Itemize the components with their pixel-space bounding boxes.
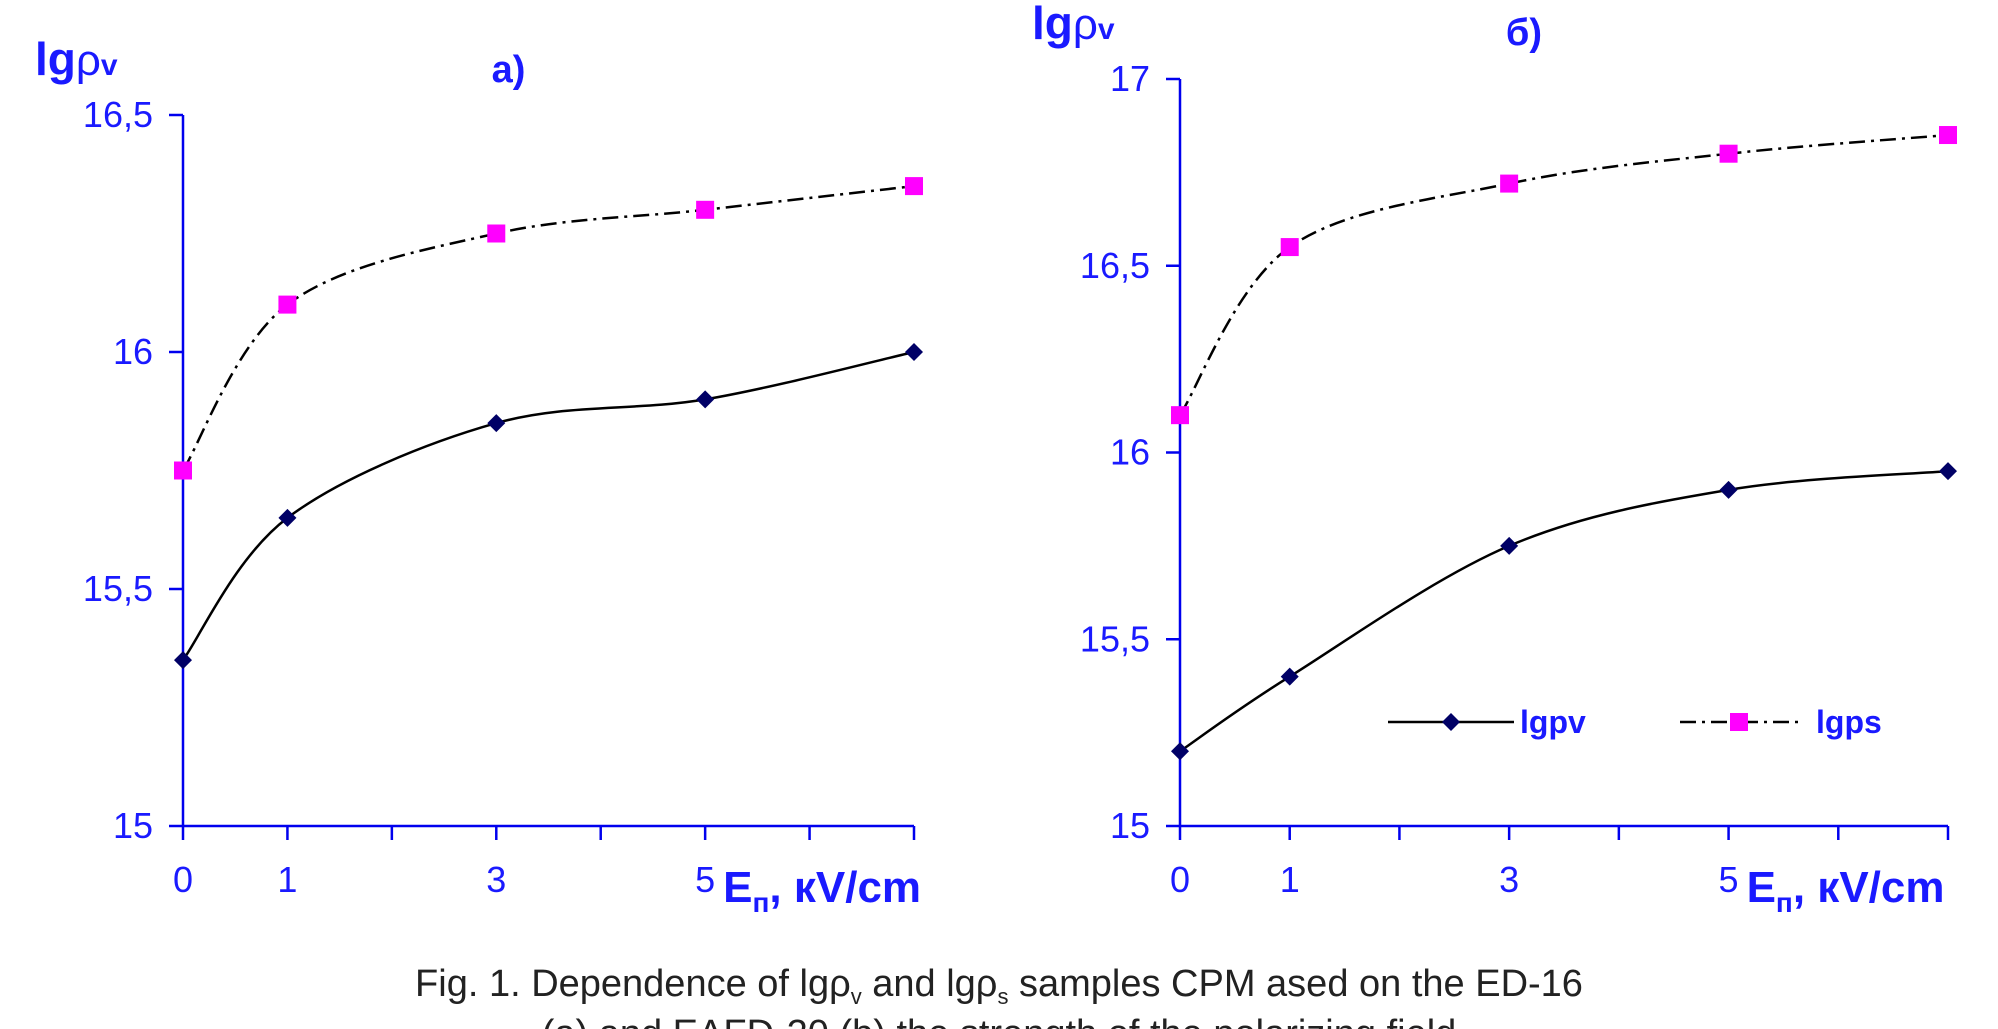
series-line-a-0: [181, 350, 915, 661]
data-point-a-1-4: [905, 177, 923, 196]
series-line-a-1: [181, 184, 915, 472]
data-point-b-1-4: [1939, 126, 1957, 145]
caption-line-2: (a) and EAFD-20 (b) the strength of the …: [542, 1013, 1457, 1029]
x-tick-label-a-2: 3: [486, 859, 506, 900]
data-point-a-0-4: [905, 343, 923, 361]
x-axis-label-a: Eп, кV/cm: [723, 863, 921, 918]
panel-label-a: а): [492, 49, 526, 91]
data-point-b-1-0: [1171, 406, 1189, 425]
data-point-a-1-2: [487, 224, 506, 243]
y-tick-label-a-2: 16: [113, 331, 153, 372]
data-point-b-0-4: [1939, 462, 1957, 481]
data-point-b-0-3: [1719, 480, 1738, 499]
y-tick-label-b-3: 16,5: [1080, 245, 1150, 286]
data-point-a-1-1: [278, 295, 297, 314]
x-axis-label-b: Eп, кV/cm: [1747, 863, 1945, 918]
data-point-b-1-2: [1500, 174, 1519, 193]
legend-label-s: lgps: [1816, 704, 1882, 740]
data-point-b-1-3: [1719, 144, 1738, 163]
data-point-b-0-1: [1280, 667, 1299, 686]
y-tick-label-b-2: 16: [1110, 432, 1150, 473]
y-axis-label-b: lgρv: [1032, 0, 1115, 49]
data-point-a-0-1: [278, 508, 297, 527]
figure-caption: Fig. 1. Dependence of lgρv and lgρs samp…: [415, 963, 1583, 1029]
data-point-a-0-2: [487, 414, 506, 433]
legend-marker-s: [1730, 713, 1748, 731]
data-point-a-0-0: [174, 651, 192, 670]
panel-label-b: б): [1506, 12, 1542, 54]
legend-label-v: lgpv: [1520, 704, 1586, 740]
legend-marker-v: [1442, 713, 1460, 731]
x-tick-label-a-3: 5: [695, 859, 715, 900]
x-tick-label-a-0: 0: [173, 859, 193, 900]
data-point-a-1-3: [696, 200, 715, 219]
chart-b: 15 15,5 16 16,5 17 0 1 3 5 lgρv б) Eп, кV/cm lgpv lgp…: [1032, 0, 1957, 918]
data-point-b-0-0: [1171, 742, 1189, 761]
x-tick-label-b-0: 0: [1170, 859, 1190, 900]
series-line-b-1: [1178, 133, 1949, 416]
x-tick-label-a-1: 1: [277, 859, 297, 900]
x-tick-label-b-1: 1: [1280, 859, 1300, 900]
data-point-a-1-0: [174, 461, 192, 480]
y-tick-label-a-0: 15: [113, 805, 153, 846]
x-tick-label-b-3: 5: [1719, 859, 1739, 900]
y-tick-label-a-3: 16,5: [83, 94, 153, 135]
y-tick-label-a-1: 15,5: [83, 568, 153, 609]
y-tick-label-b-0: 15: [1110, 805, 1150, 846]
y-tick-label-b-1: 15,5: [1080, 618, 1150, 659]
data-point-a-0-3: [696, 390, 715, 409]
y-tick-label-b-4: 17: [1110, 58, 1150, 99]
x-tick-label-b-2: 3: [1499, 859, 1519, 900]
data-point-b-1-1: [1280, 238, 1299, 257]
y-axis-label-a: lgρv: [35, 33, 118, 85]
caption-line-1: Fig. 1. Dependence of lgρv and lgρs samp…: [415, 963, 1583, 1009]
chart-a: 15 15,5 16 16,5 0 1 3 5 lgρv а) Eп, кV/cm: [35, 33, 923, 918]
data-point-b-0-2: [1500, 536, 1519, 555]
